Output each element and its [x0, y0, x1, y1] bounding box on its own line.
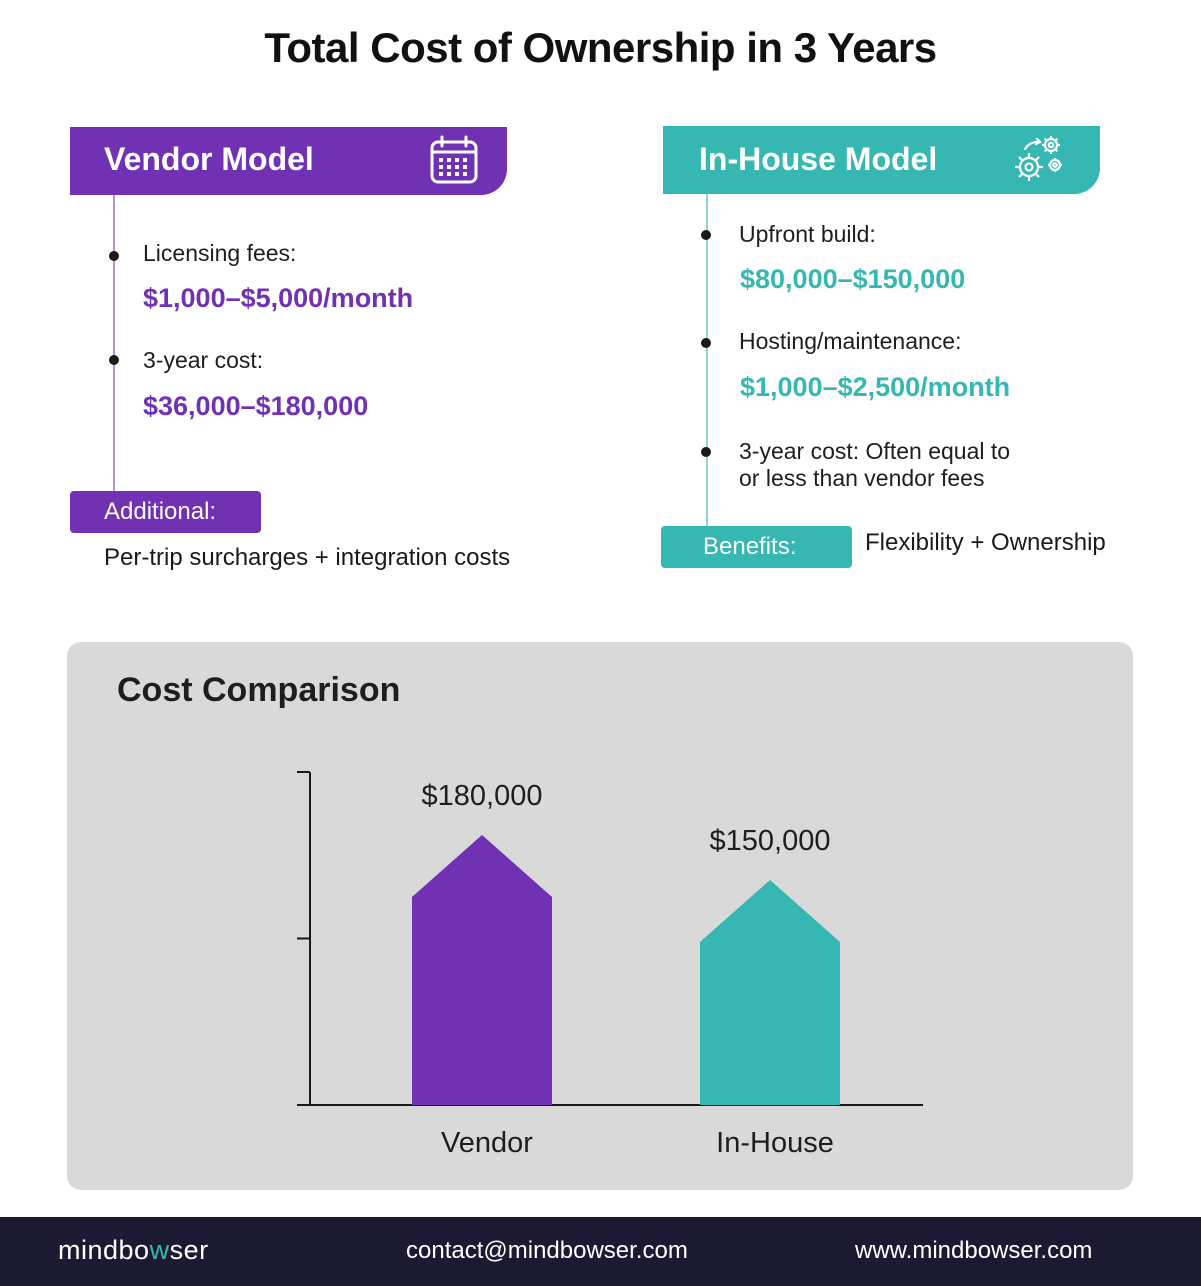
benefits-note: Flexibility + Ownership [865, 529, 1106, 556]
hosting-maintenance-label: Hosting/maintenance: [739, 328, 962, 354]
contact-email-link[interactable]: contact@mindbowser.com [406, 1237, 688, 1264]
vendor-model-title: Vendor Model [104, 141, 314, 177]
upfront-build-value: $80,000–$150,000 [740, 264, 966, 294]
bullet-dot [109, 355, 119, 365]
brand-logo[interactable]: mindbowser [58, 1235, 209, 1266]
brand-text-end: ser [169, 1235, 209, 1265]
website-link[interactable]: www.mindbowser.com [855, 1237, 1093, 1264]
gears-icon [1015, 136, 1062, 181]
bullet-dot [701, 230, 711, 240]
inhouse-3yr-cost-line1: 3-year cost: Often equal to [739, 438, 1011, 464]
upfront-build-label: Upfront build: [739, 221, 876, 247]
bullet-dot [701, 338, 711, 348]
bullet-dot [701, 447, 711, 457]
benefits-tag: Benefits: [661, 526, 852, 568]
brand-text-start: mindbo [58, 1235, 150, 1265]
inhouse-model-header: In-House Model [663, 126, 1100, 194]
vendor-3yr-cost-value: $36,000–$180,000 [143, 391, 369, 421]
inhouse-model-title: In-House Model [699, 141, 938, 177]
brand-text-accent: w [149, 1235, 170, 1265]
licensing-fees-value: $1,000–$5,000/month [143, 283, 414, 313]
page-title: Total Cost of Ownership in 3 Years [264, 24, 937, 71]
licensing-fees-label: Licensing fees: [143, 240, 297, 266]
inhouse-timeline-line [706, 194, 708, 526]
inhouse-3yr-cost-line2: or less than vendor fees [739, 465, 985, 491]
hosting-maintenance-value: $1,000–$2,500/month [740, 372, 1011, 402]
vendor-3yr-cost-label: 3-year cost: [143, 347, 264, 373]
additional-tag: Additional: [70, 491, 261, 533]
benefits-tag-label: Benefits: [703, 533, 797, 560]
calendar-icon [430, 135, 478, 184]
cost-comparison-panel [67, 642, 1133, 1190]
vendor-timeline-line [113, 195, 115, 492]
bullet-dot [109, 251, 119, 261]
chart-title: Cost Comparison [117, 671, 401, 709]
additional-tag-label: Additional: [104, 498, 217, 525]
footer-bar: mindbowser contact@mindbowser.com www.mi… [0, 1217, 1201, 1286]
additional-note: Per-trip surcharges + integration costs [104, 544, 511, 571]
vendor-model-header: Vendor Model [70, 127, 507, 195]
